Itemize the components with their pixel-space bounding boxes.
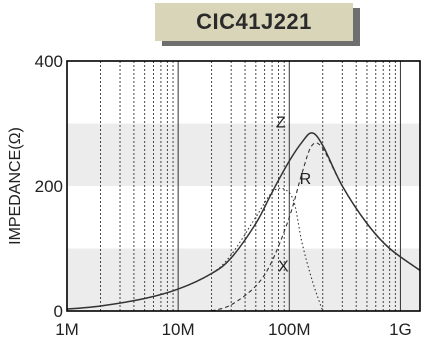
y-tick-label: 0 [54,302,63,321]
data-series [66,132,421,312]
y-tick-label: 400 [35,52,63,71]
y-axis-label: IMPEDANCE(Ω) [7,127,24,245]
chart-title: CIC41J221 [196,9,312,34]
x-tick-label: 100M [268,320,311,339]
x-tick-label: 10M [162,320,195,339]
background-bands [67,123,420,311]
shaded-band [67,248,420,311]
series-r-line [211,142,421,312]
y-tick-label: 200 [35,177,63,196]
series-z-label: Z [276,115,286,132]
tick-labels: 1M 10M 100M 1G 0 200 400 [35,52,412,339]
series-labels: Z R X [276,115,311,276]
x-tick-label: 1M [55,320,79,339]
shaded-band [67,123,420,186]
series-r-label: R [300,171,312,188]
chart-title-box: CIC41J221 [155,3,353,41]
x-tick-label: 1G [389,320,412,339]
grid-lines [100,61,401,311]
series-x-label: X [278,258,289,275]
plot-frame [66,60,421,312]
